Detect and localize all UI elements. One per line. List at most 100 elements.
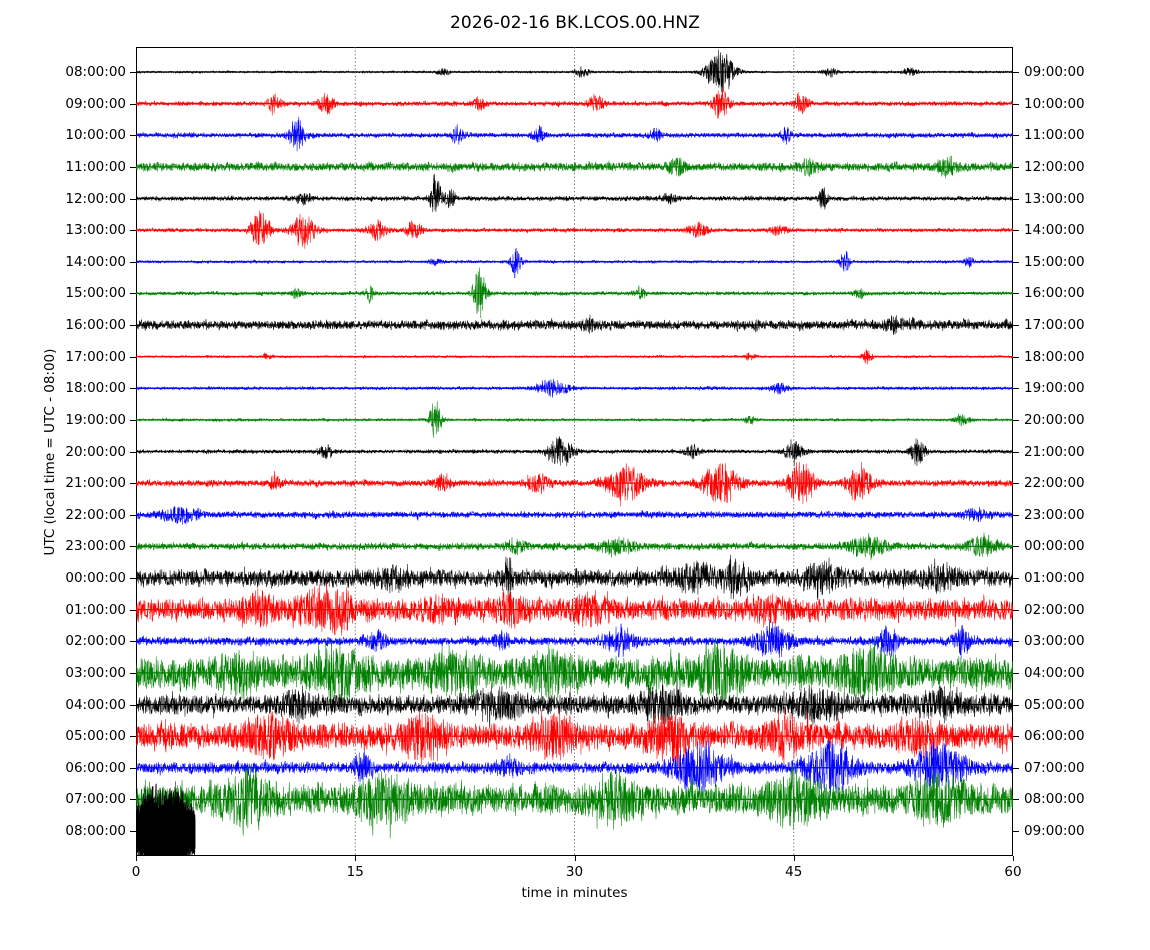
y-tick-label-left: 13:00:00 (65, 222, 126, 239)
y-tick-mark-right (1013, 293, 1019, 295)
y-tick-mark-left (130, 166, 136, 168)
y-tick-mark-left (130, 704, 136, 706)
y-tick-mark-right (1013, 704, 1019, 706)
x-tick-mark (136, 856, 138, 861)
y-tick-label-left: 14:00:00 (65, 253, 126, 270)
y-tick-mark-right (1013, 72, 1019, 74)
x-tick-label: 45 (785, 864, 803, 880)
y-tick-label-left: 02:00:00 (65, 633, 126, 650)
y-tick-mark-left (130, 261, 136, 263)
y-tick-label-left: 00:00:00 (65, 570, 126, 586)
x-tick-label: 15 (346, 864, 364, 880)
y-tick-label-left: 23:00:00 (65, 538, 126, 555)
y-tick-mark-left (130, 609, 136, 611)
x-tick-mark (355, 856, 357, 861)
y-tick-label-right: 17:00:00 (1024, 317, 1085, 333)
y-tick-label-right: 01:00:00 (1024, 570, 1085, 586)
y-tick-label-right: 07:00:00 (1024, 759, 1085, 776)
y-tick-mark-right (1013, 736, 1019, 738)
y-tick-mark-right (1013, 388, 1019, 390)
y-tick-label-left: 16:00:00 (65, 317, 126, 333)
seismogram-traces-canvas (136, 47, 1013, 856)
y-tick-label-right: 18:00:00 (1024, 348, 1085, 365)
y-tick-label-left: 07:00:00 (65, 791, 126, 808)
y-tick-label-left: 21:00:00 (65, 475, 126, 492)
y-tick-mark-left (130, 293, 136, 295)
y-tick-label-left: 05:00:00 (65, 728, 126, 745)
y-tick-label-left: 15:00:00 (65, 285, 126, 302)
y-tick-mark-left (130, 198, 136, 200)
y-tick-label-left: 17:00:00 (65, 348, 126, 365)
y-tick-mark-right (1013, 103, 1019, 105)
x-tick-mark (574, 856, 576, 861)
x-axis-label: time in minutes (521, 885, 628, 901)
y-tick-mark-right (1013, 578, 1019, 580)
y-tick-label-right: 16:00:00 (1024, 285, 1085, 302)
y-tick-mark-right (1013, 546, 1019, 548)
y-tick-mark-left (130, 672, 136, 674)
y-tick-label-left: 12:00:00 (65, 190, 126, 207)
x-tick-label: 30 (565, 864, 584, 880)
y-tick-mark-right (1013, 166, 1019, 168)
y-tick-label-right: 05:00:00 (1024, 696, 1085, 713)
y-tick-mark-right (1013, 198, 1019, 200)
x-tick-mark (1013, 856, 1015, 861)
y-tick-mark-right (1013, 514, 1019, 516)
y-tick-label-right: 09:00:00 (1024, 64, 1085, 80)
y-tick-label-right: 04:00:00 (1024, 664, 1085, 681)
y-tick-mark-left (130, 546, 136, 548)
y-tick-mark-right (1013, 831, 1019, 833)
y-tick-mark-left (130, 325, 136, 327)
y-tick-mark-left (130, 641, 136, 643)
y-tick-mark-left (130, 135, 136, 137)
y-tick-mark-right (1013, 483, 1019, 485)
y-tick-label-left: 06:00:00 (65, 759, 126, 776)
y-tick-mark-left (130, 736, 136, 738)
y-tick-mark-right (1013, 672, 1019, 674)
y-tick-mark-left (130, 419, 136, 421)
x-tick-label: 0 (131, 864, 141, 880)
y-tick-label-left: 20:00:00 (65, 443, 126, 460)
y-tick-mark-left (130, 451, 136, 453)
y-tick-label-left: 19:00:00 (65, 411, 126, 428)
y-tick-label-right: 00:00:00 (1024, 538, 1085, 555)
y-tick-label-right: 12:00:00 (1024, 158, 1085, 175)
y-tick-label-right: 19:00:00 (1024, 380, 1085, 397)
y-tick-mark-right (1013, 356, 1019, 358)
y-tick-mark-left (130, 514, 136, 516)
y-tick-mark-left (130, 578, 136, 580)
y-tick-label-left: 01:00:00 (65, 601, 126, 618)
y-tick-mark-right (1013, 451, 1019, 453)
y-tick-mark-right (1013, 230, 1019, 232)
y-tick-mark-right (1013, 767, 1019, 769)
x-tick-label: 60 (1004, 864, 1022, 880)
x-tick-mark (793, 856, 795, 861)
y-tick-label-right: 06:00:00 (1024, 728, 1085, 745)
y-tick-label-right: 13:00:00 (1024, 190, 1085, 207)
y-tick-label-right: 11:00:00 (1024, 127, 1085, 144)
y-tick-mark-right (1013, 135, 1019, 137)
y-tick-mark-right (1013, 799, 1019, 801)
y-tick-mark-right (1013, 609, 1019, 611)
page-title: 2026-02-16 BK.LCOS.00.HNZ (449, 13, 700, 33)
y-tick-mark-left (130, 230, 136, 232)
y-tick-label-right: 02:00:00 (1024, 601, 1085, 618)
y-tick-mark-right (1013, 261, 1019, 263)
y-tick-label-left: 11:00:00 (65, 158, 126, 175)
y-tick-mark-left (130, 72, 136, 74)
y-tick-mark-left (130, 388, 136, 390)
y-tick-mark-left (130, 767, 136, 769)
y-tick-label-left: 03:00:00 (65, 664, 126, 681)
y-axis-label: UTC (local time = UTC - 08:00) (42, 348, 58, 556)
y-tick-label-right: 10:00:00 (1024, 95, 1085, 112)
y-tick-label-right: 15:00:00 (1024, 253, 1085, 270)
y-tick-label-left: 04:00:00 (65, 696, 126, 713)
y-tick-mark-left (130, 831, 136, 833)
y-tick-label-left: 18:00:00 (65, 380, 126, 397)
y-tick-label-right: 09:00:00 (1024, 823, 1085, 839)
y-tick-mark-right (1013, 641, 1019, 643)
y-tick-mark-right (1013, 419, 1019, 421)
y-tick-label-right: 23:00:00 (1024, 506, 1085, 523)
y-tick-label-right: 03:00:00 (1024, 633, 1085, 650)
